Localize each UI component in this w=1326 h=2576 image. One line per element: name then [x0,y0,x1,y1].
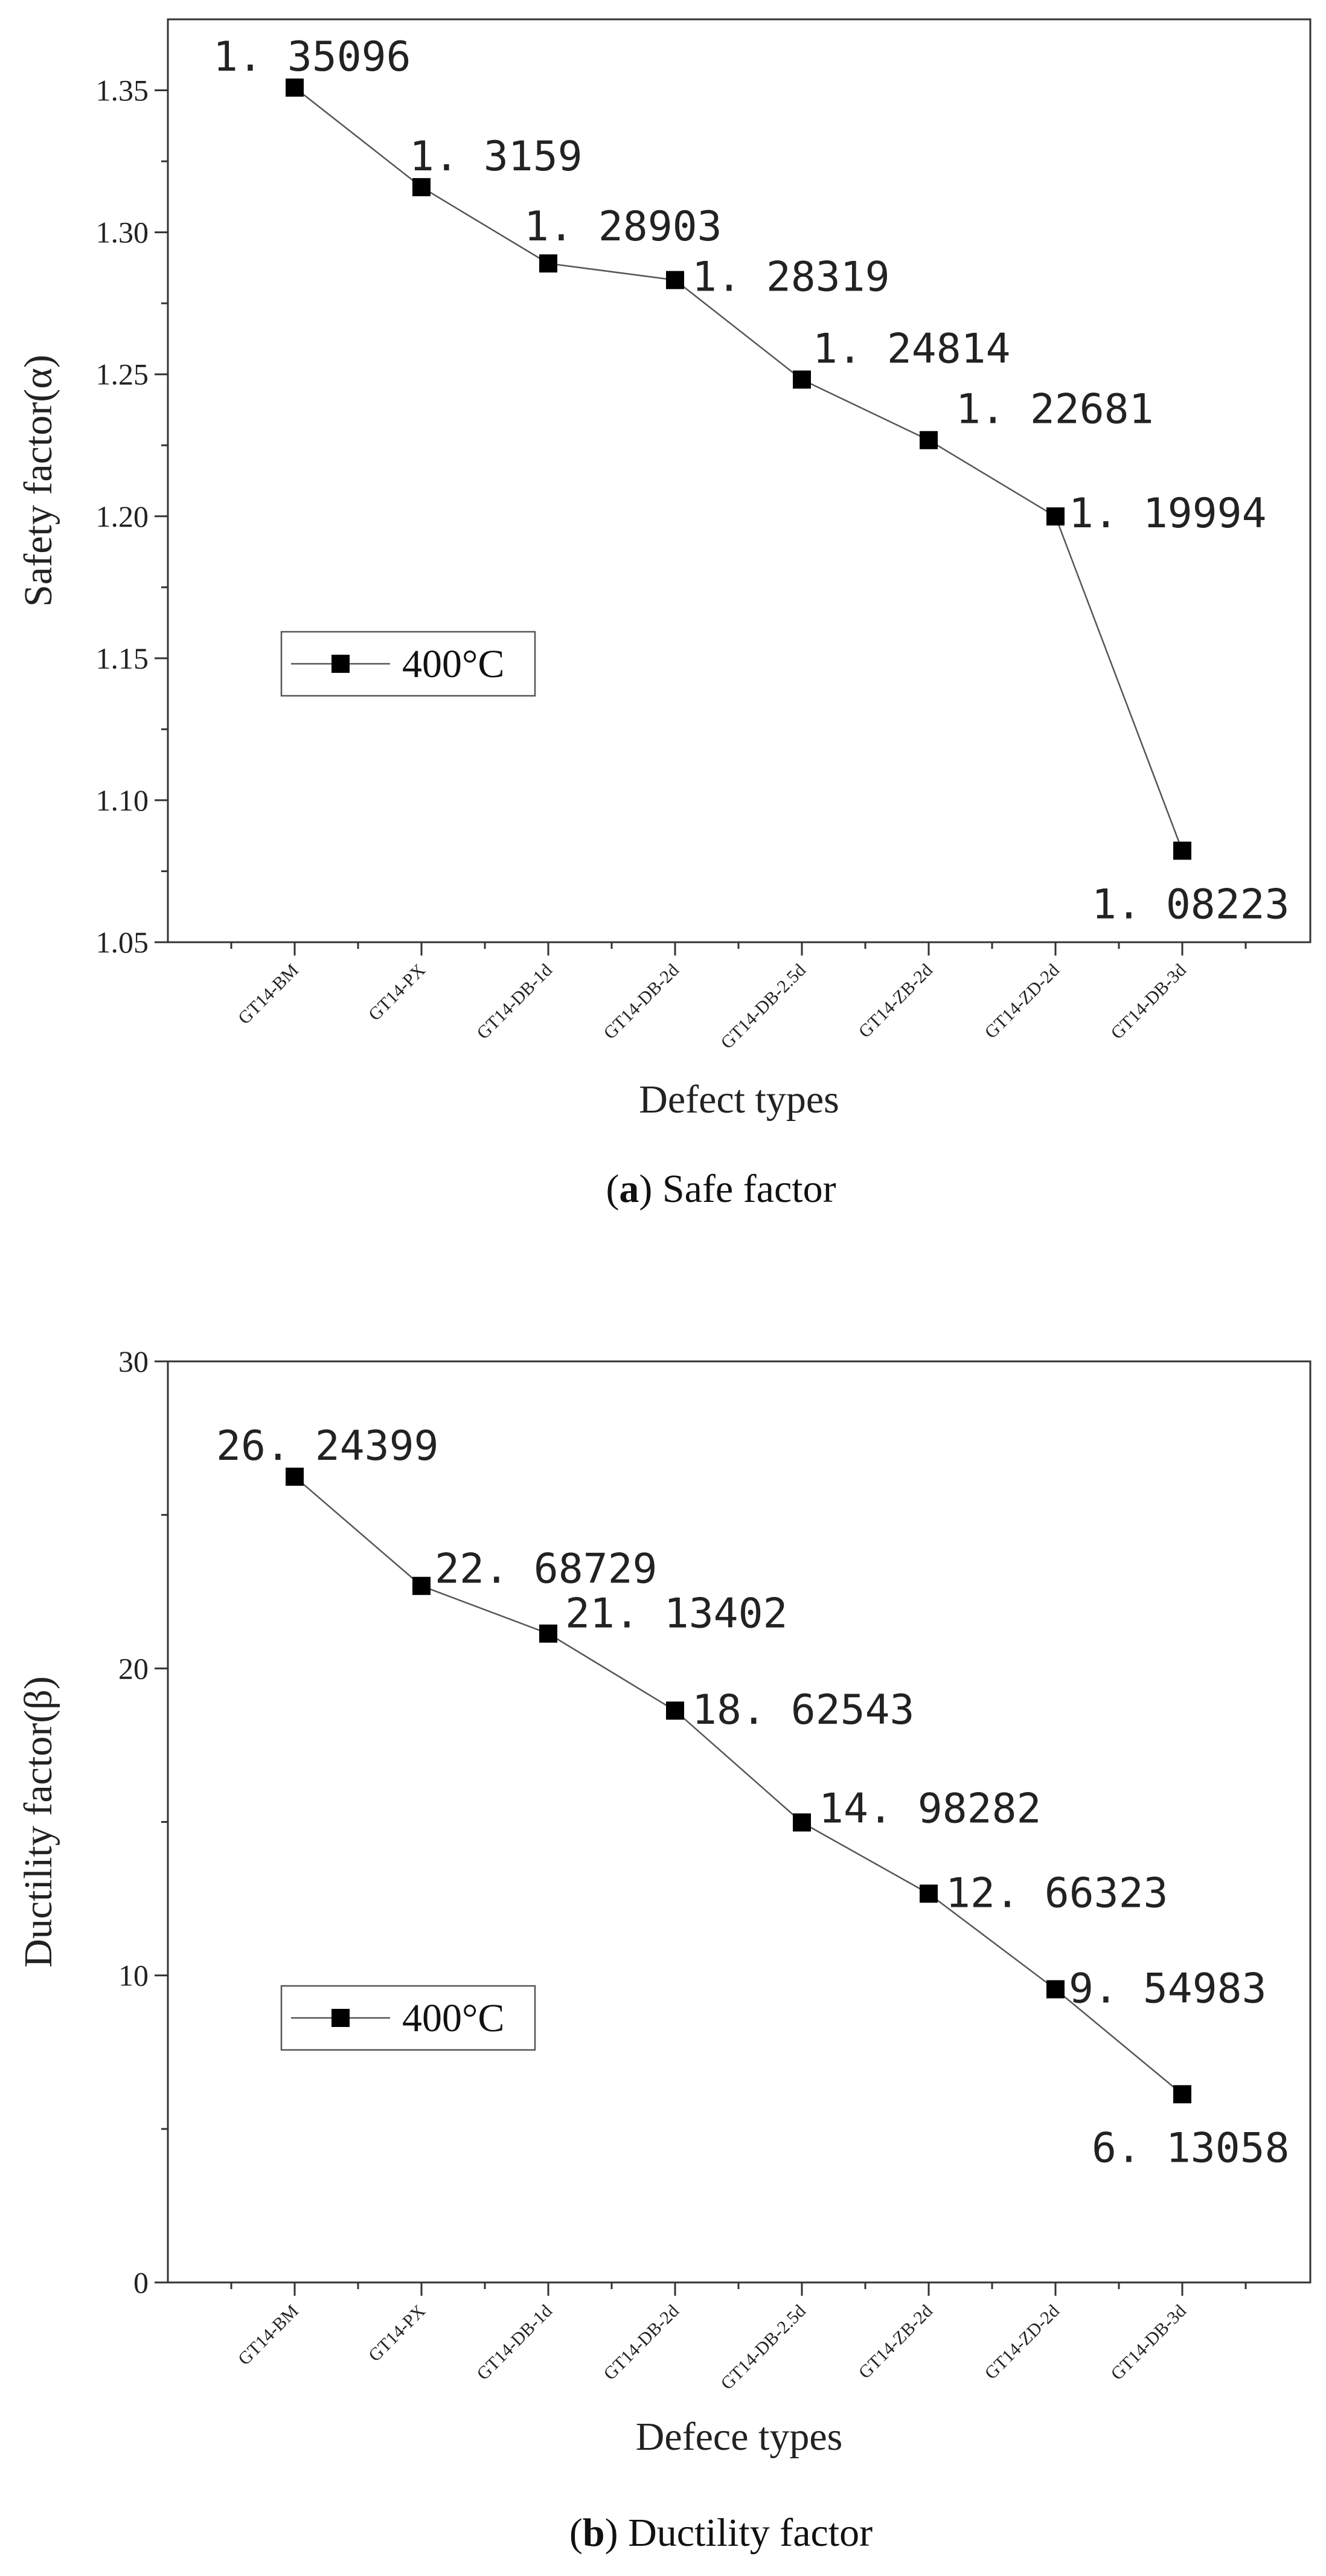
x-tick-label: GT14-DB-2d [600,2301,683,2385]
data-point-marker [539,254,557,273]
y-tick-label: 1.10 [96,783,149,817]
x-tick-label: GT14-BM [234,2301,303,2369]
series-line [294,1476,1183,2095]
data-point-marker [286,79,304,97]
x-tick-label: GT14-DB-1d [473,960,556,1044]
y-tick-label: 1.20 [96,499,149,533]
data-point-marker [412,178,431,196]
y-axis-title: Safety factor(α) [16,355,60,607]
data-point-marker [286,1467,304,1486]
data-label: 12. 66323 [946,1869,1168,1917]
data-label: 1. 3159 [409,133,583,181]
caption-letter: a [619,1167,639,1211]
data-label: 22. 68729 [435,1546,657,1593]
data-label: 21. 13402 [565,1590,787,1638]
caption-text: Safe factor [662,1167,836,1211]
data-label: 1. 35096 [213,33,411,81]
data-point-marker [1173,2085,1191,2104]
data-label: 6. 13058 [1092,2124,1290,2172]
data-label: 1. 24814 [813,325,1011,373]
chart-safety-factor: 1.05 1.10 1.15 1.20 1.25 1.30 1.35 GT14-BM GT14-… [16,18,1312,1211]
data-point-marker [412,1576,431,1595]
data-label: 1. 28319 [692,254,890,301]
x-tick-label: GT14-ZB-2d [855,2301,937,2383]
plot-frame [167,18,1312,943]
figure-caption: (b) Ductility factor [569,2511,873,2555]
x-tick-label: GT14-ZD-2d [981,2301,1063,2383]
data-point-marker [1046,507,1065,526]
x-tick-label: GT14-PX [365,960,429,1024]
legend-box [280,1985,536,2051]
data-point-marker [1173,841,1191,860]
caption-letter: b [583,2511,605,2555]
legend-marker [332,2009,350,2027]
x-tick-label: GT14-DB-2d [600,960,683,1044]
data-point-marker [920,431,938,449]
data-point-marker [920,1884,938,1903]
data-point-marker [539,1624,557,1643]
data-point-marker [793,370,811,389]
x-tick-label: GT14-ZD-2d [981,960,1063,1042]
y-tick-label: 1.25 [96,358,149,391]
x-tick-label: GT14-DB-3d [1107,960,1190,1044]
data-label: 1. 08223 [1092,881,1290,928]
y-axis-title: Ductility factor(β) [16,1676,60,1968]
x-tick-label: GT14-BM [234,960,303,1029]
x-tick-label: GT14-DB-1d [473,2301,556,2385]
y-tick-label: 1.35 [96,74,149,108]
data-label: 1. 28903 [524,203,722,251]
legend-label: 400°C [402,642,504,686]
y-tick-label: 10 [118,1959,149,1993]
x-tick-label: GT14-ZB-2d [855,960,937,1042]
y-tick-label: 1.05 [96,925,149,959]
data-label: 14. 98282 [819,1785,1041,1832]
data-label: 18. 62543 [692,1686,914,1734]
data-label: 1. 22681 [956,386,1154,434]
legend-label: 400°C [402,1996,504,2040]
data-point-marker [666,271,684,289]
legend-marker [332,655,350,673]
x-tick-label: GT14-DB-2.5d [717,2301,810,2394]
y-tick-label: 0 [133,2266,149,2299]
x-axis-title: Defect types [639,1078,839,1122]
chart-ductility-factor: 0 10 20 30 GT14-BM GT14-PX GT14-DB-1d GT14-DB-2… [16,1344,1312,2555]
data-label: 26. 24399 [216,1422,438,1470]
figure-caption: (a) Safe factor [606,1167,836,1211]
data-point-marker [666,1701,684,1720]
y-tick-label: 30 [118,1344,149,1378]
data-point-marker [793,1813,811,1832]
x-tick-label: GT14-DB-2.5d [717,960,810,1053]
y-tick-label: 1.30 [96,216,149,249]
caption-text: Ductility factor [628,2511,873,2555]
data-label: 1. 19994 [1069,490,1267,538]
series-line [294,87,1183,851]
x-axis-title: Defece types [636,2415,843,2459]
x-tick-label: GT14-PX [365,2301,429,2365]
y-tick-label: 1.15 [96,641,149,675]
data-point-marker [1046,1980,1065,1999]
y-tick-label: 20 [118,1651,149,1685]
x-tick-label: GT14-DB-3d [1107,2301,1190,2385]
data-label: 9. 54983 [1069,1965,1267,2013]
